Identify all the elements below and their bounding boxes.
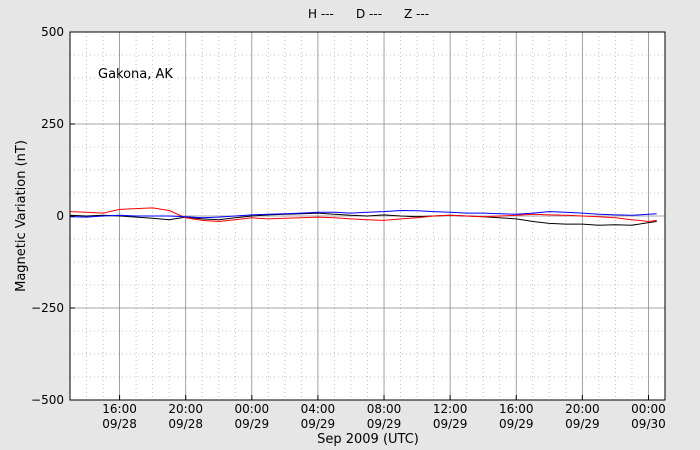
series-line-D — [69, 207, 657, 222]
x-tick-label-date: 09/29 — [565, 417, 600, 431]
x-tick-label-time: 00:00 — [235, 402, 270, 416]
legend-entry: H --- — [308, 7, 334, 21]
x-tick-label-time: 20:00 — [168, 402, 203, 416]
station-annotation: Gakona, AK — [98, 67, 173, 82]
y-tick-label: 0 — [56, 209, 64, 223]
x-tick-label-time: 12:00 — [433, 402, 468, 416]
x-tick-label-time: 20:00 — [565, 402, 600, 416]
x-tick-label-time: 16:00 — [102, 402, 137, 416]
x-axis-label: Sep 2009 (UTC) — [317, 432, 419, 447]
x-tick-label-date: 09/30 — [631, 417, 666, 431]
y-tick-label: 250 — [41, 117, 64, 131]
x-tick-label-time: 16:00 — [499, 402, 534, 416]
x-tick-label-date: 09/29 — [433, 417, 468, 431]
x-tick-label-date: 09/29 — [367, 417, 402, 431]
y-axis-label: Magnetic Variation (nT) — [14, 140, 29, 292]
legend: H --- D --- Z --- — [308, 7, 429, 21]
series-layer — [69, 207, 657, 226]
x-tick-label-date: 09/29 — [301, 417, 336, 431]
x-tick-label-time: 08:00 — [367, 402, 402, 416]
x-tick-label-date: 09/29 — [235, 417, 270, 431]
legend-entry: D --- — [356, 7, 382, 21]
x-tick-label-time: 04:00 — [301, 402, 336, 416]
y-tick-label: −500 — [31, 393, 64, 407]
y-tick-label: −250 — [31, 301, 64, 315]
x-tick-label-date: 09/29 — [499, 417, 534, 431]
x-tick-label-date: 09/28 — [168, 417, 203, 431]
x-tick-label-time: 00:00 — [631, 402, 666, 416]
y-tick-label: 500 — [41, 25, 64, 39]
x-tick-label-date: 09/28 — [102, 417, 137, 431]
series-line-H — [69, 212, 657, 226]
legend-entry: Z --- — [404, 7, 429, 21]
axes: 5002500−250−50016:0009/2820:0009/2800:00… — [31, 25, 666, 431]
series-line-Z — [69, 210, 657, 219]
